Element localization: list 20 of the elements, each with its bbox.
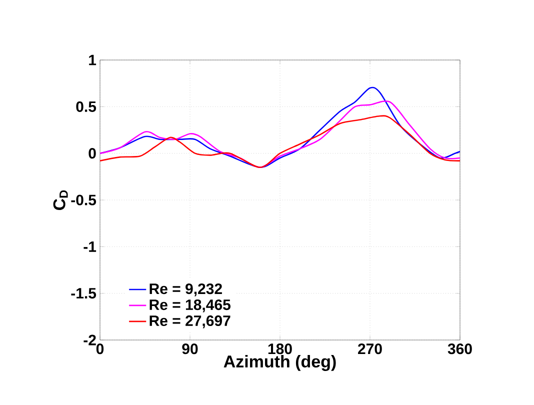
y-tick-label: -1 bbox=[84, 242, 96, 252]
line-series bbox=[100, 115, 460, 168]
x-axis-title: Azimuth (deg) bbox=[224, 355, 336, 371]
x-tick-label: 180 bbox=[268, 344, 292, 354]
x-tick-label: 270 bbox=[358, 344, 382, 354]
legend-label: Re = 18,465 bbox=[150, 299, 230, 312]
y-tick-label: 0.5 bbox=[76, 101, 96, 112]
line-series bbox=[100, 100, 460, 168]
line-series bbox=[100, 87, 460, 168]
x-tick-label: 0 bbox=[96, 344, 104, 354]
legend-label: Re = 27,697 bbox=[150, 315, 230, 328]
y-tick-label: -0.5 bbox=[71, 194, 96, 206]
legend-label: Re = 9,232 bbox=[150, 283, 222, 296]
y-axis-title: C$_{D}$ bbox=[53, 190, 68, 210]
y-tick-label: 1 bbox=[89, 54, 96, 66]
y-tick-label: -1.5 bbox=[71, 288, 96, 299]
y-tick-label: 0 bbox=[88, 148, 96, 159]
x-tick-label: 90 bbox=[182, 344, 198, 354]
x-tick-label: 360 bbox=[448, 344, 472, 354]
y-tick-label: -2 bbox=[84, 334, 96, 346]
